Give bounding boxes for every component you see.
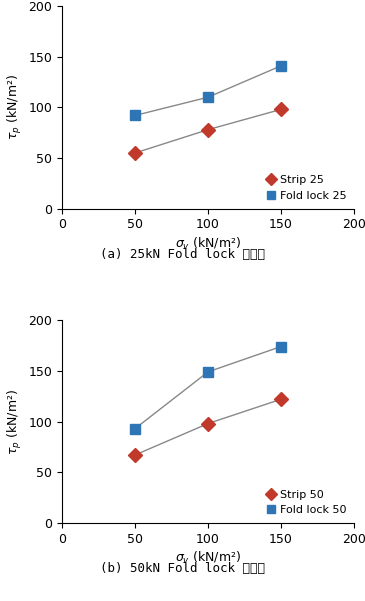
Strip 25 [279,106,283,113]
X-axis label: $\sigma_v$ (kN/m²): $\sigma_v$ (kN/m²) [175,550,241,566]
Fold lock 50 [133,425,137,432]
Strip 50 [279,395,283,403]
Y-axis label: $\tau_p$ (kN/m²): $\tau_p$ (kN/m²) [6,75,24,141]
Line: Strip 25: Strip 25 [130,105,286,158]
Legend: Strip 25, Fold lock 25: Strip 25, Fold lock 25 [265,173,349,203]
Line: Fold lock 25: Fold lock 25 [130,61,286,120]
Line: Fold lock 50: Fold lock 50 [130,341,286,433]
Text: (b) 50kN Fold lock 보강재: (b) 50kN Fold lock 보강재 [100,562,265,575]
Fold lock 50 [206,368,210,376]
X-axis label: $\sigma_v$ (kN/m²): $\sigma_v$ (kN/m²) [175,236,241,252]
Line: Strip 50: Strip 50 [130,394,286,460]
Fold lock 50 [279,343,283,350]
Text: (a) 25kN Fold lock 보강재: (a) 25kN Fold lock 보강재 [100,248,265,261]
Fold lock 25 [206,94,210,101]
Legend: Strip 50, Fold lock 50: Strip 50, Fold lock 50 [265,487,349,517]
Strip 50 [133,451,137,459]
Strip 25 [206,126,210,133]
Fold lock 25 [133,112,137,119]
Y-axis label: $\tau_p$ (kN/m²): $\tau_p$ (kN/m²) [6,388,24,454]
Strip 50 [206,420,210,427]
Strip 25 [133,150,137,157]
Fold lock 25 [279,62,283,69]
